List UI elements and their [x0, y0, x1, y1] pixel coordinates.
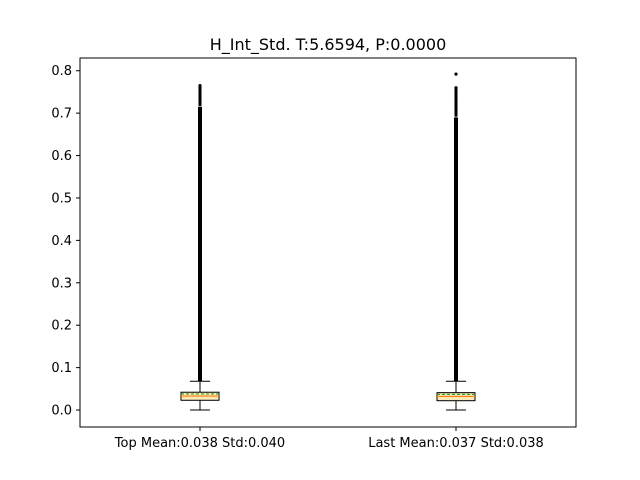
- plot-area: 0.0 0.1 0.2 0.3 0.4 0.5 0.6 0.7 0.8 Top Mean:0.03…: [51, 57, 577, 451]
- axes-frame: [79, 57, 577, 428]
- chart-title: H_Int_Std. T:5.6594, P:0.0000: [210, 35, 447, 55]
- y-tick-label: 0.2: [51, 319, 72, 334]
- x-tick-label: Top Mean:0.038 Std:0.040: [114, 436, 285, 451]
- y-tick-label: 0.5: [51, 191, 72, 206]
- y-tick-label: 0.0: [51, 404, 72, 419]
- outlier-point: [454, 72, 458, 76]
- outlier-dense-column: [198, 106, 202, 382]
- outlier-point: [198, 83, 202, 88]
- y-tick-label: 0.7: [51, 107, 72, 122]
- outlier-dense-column: [454, 117, 458, 382]
- y-tick-label: 0.8: [51, 64, 72, 79]
- y-tick-label: 0.1: [51, 361, 72, 376]
- y-tick-label: 0.3: [51, 276, 72, 291]
- y-tick-label: 0.4: [51, 234, 72, 249]
- outlier-point: [454, 86, 458, 90]
- x-tick-label: Last Mean:0.037 Std:0.038: [368, 436, 544, 451]
- y-tick-label: 0.6: [51, 149, 72, 164]
